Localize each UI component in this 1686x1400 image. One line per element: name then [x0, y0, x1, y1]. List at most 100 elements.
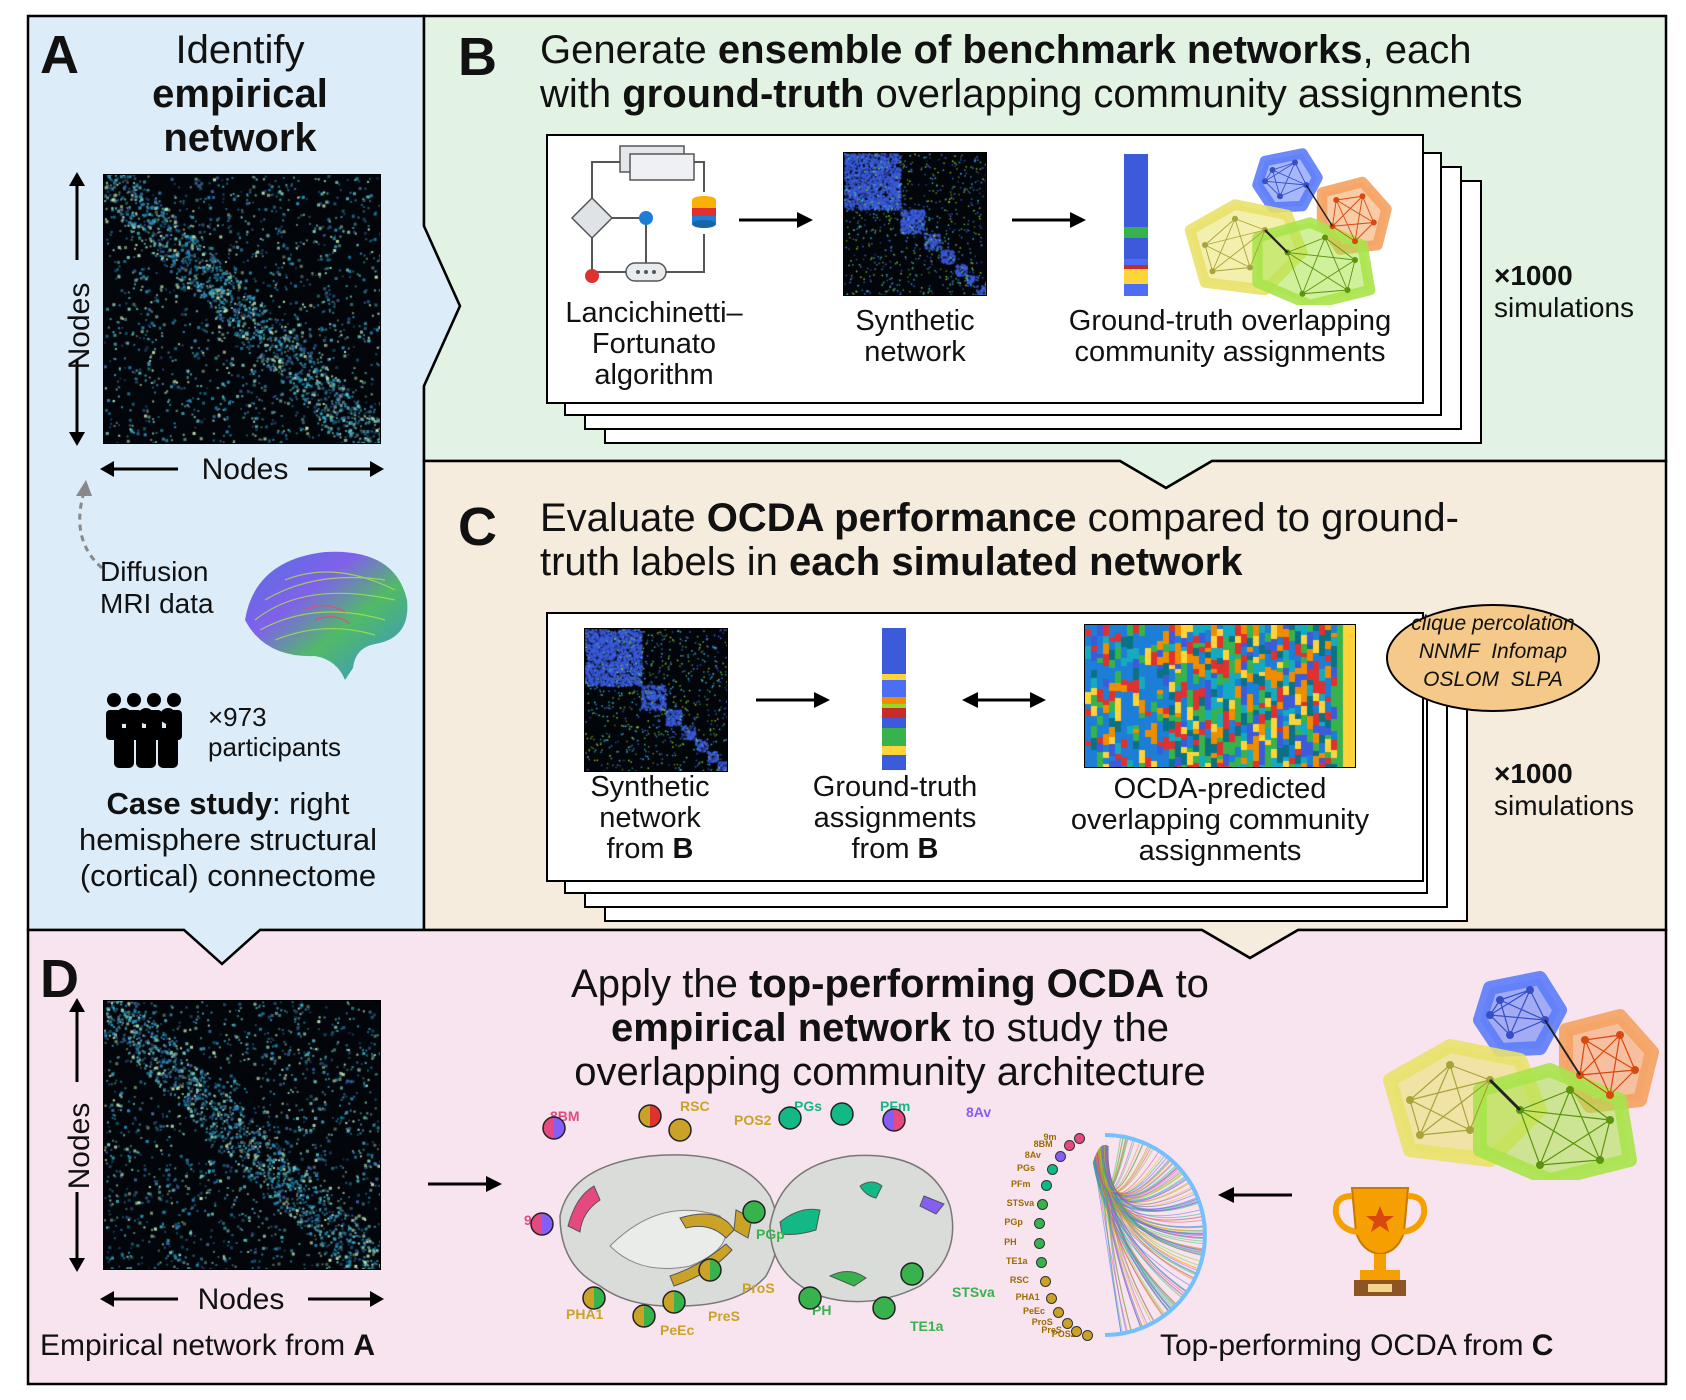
region-PeEc: PeEc	[660, 1322, 695, 1338]
ocda-prediction-matrix	[1084, 624, 1356, 768]
dashed-arrow-icon	[76, 480, 103, 570]
axis-x-arrow-d	[100, 1291, 384, 1307]
chord-diagram	[1092, 1133, 1207, 1337]
panel-d-title: Apply the top-performing OCDA to empiric…	[571, 962, 1209, 1094]
participants-text: ×973 participants	[208, 702, 341, 762]
trophy-icon	[1332, 1187, 1428, 1296]
synthetic-matrix-c	[584, 628, 728, 772]
empirical-matrix-a	[103, 174, 381, 444]
region-ProS: ProS	[742, 1280, 775, 1296]
panel-a-letter: A	[40, 25, 79, 85]
panel-b-letter: B	[458, 27, 497, 87]
region-8Av: 8Av	[966, 1104, 992, 1120]
synthetic-matrix-b	[843, 152, 987, 296]
region-PGp: PGp	[756, 1226, 785, 1242]
participants-count: ×973	[208, 702, 267, 732]
panel-a-title-line2: empirical	[152, 72, 328, 116]
axis-y-label-a: Nodes	[63, 282, 96, 370]
chord-label: PFm	[1010, 1179, 1031, 1190]
community-bar-b	[1124, 154, 1148, 296]
brain-tractography-icon	[245, 551, 408, 680]
chord-node-dot	[1081, 1329, 1093, 1341]
chord-node-dot	[1053, 1306, 1064, 1318]
axis-x-label-a: Nodes	[201, 453, 289, 486]
arrow-b2	[1012, 212, 1086, 228]
lf-caption: Lancichinetti– Fortunato algorithm	[565, 297, 743, 391]
chord-label: TE1a	[1006, 1256, 1028, 1267]
chord-label: 8BM	[1033, 1139, 1053, 1150]
chord-label: POS2	[1051, 1328, 1076, 1339]
case-study-line2: hemisphere structural	[78, 822, 378, 857]
region-POS2: POS2	[734, 1112, 772, 1128]
chord-label: ProS	[1031, 1316, 1053, 1327]
synthetic-matrix-b-canvas	[844, 153, 986, 295]
chord-node-dot	[1034, 1237, 1046, 1249]
chord-node-dot	[1047, 1164, 1059, 1176]
arrow-c1	[756, 692, 830, 708]
algo-clique-percolation: clique percolation	[1411, 612, 1575, 635]
simulations-c: ×1000 simulations	[1494, 758, 1635, 821]
panel-a-title-line1: Identify	[175, 28, 305, 72]
empirical-matrix-d-canvas	[104, 1001, 380, 1269]
axis-y-arrow-d	[69, 998, 85, 1272]
algo-oslom: OSLOM	[1423, 668, 1500, 691]
case-study-bold: Case study	[106, 786, 272, 821]
region-PGs: PGs	[794, 1098, 823, 1114]
axis-x-label-d: Nodes	[197, 1283, 285, 1316]
region-RSC: RSC	[680, 1098, 710, 1114]
panel-a-title-line3: network	[163, 116, 317, 160]
case-study-caption: Case study: right hemisphere structural …	[36, 786, 420, 894]
arrow-b1	[739, 212, 813, 228]
ground-truth-caption-c: Ground-truth assignments from B	[812, 771, 978, 865]
axis-y-arrow-a	[69, 172, 85, 446]
chord-label: STSva	[1006, 1197, 1035, 1208]
chord-node-dot	[1061, 1317, 1073, 1329]
arrow-d-right	[428, 1176, 502, 1192]
chord-node-dot	[1063, 1140, 1075, 1152]
panel-a-title: Identify empirical network	[110, 28, 370, 160]
panel-c-letter: C	[458, 497, 497, 557]
algorithms-oval: clique percolation NNMF Infomap OSLOM SL…	[1386, 604, 1600, 712]
community-network-icon-d	[1383, 971, 1659, 1180]
community-bar-c	[882, 628, 906, 770]
axis-x-arrow-a	[100, 461, 384, 477]
empirical-caption-d: Empirical network from A	[40, 1329, 376, 1362]
synthetic-caption-b: Synthetic network	[855, 305, 975, 368]
empirical-matrix-a-canvas	[104, 175, 380, 443]
chord-label: PGp	[1004, 1216, 1023, 1227]
region-PFm: PFm	[880, 1098, 911, 1114]
algo-infomap: Infomap	[1491, 640, 1568, 663]
synthetic-matrix-c-canvas	[585, 629, 727, 771]
algorithms-list: clique percolation NNMF Infomap OSLOM SL…	[1388, 610, 1598, 694]
panel-c-title: Evaluate OCDA performance compared to gr…	[540, 496, 1459, 584]
algo-slpa: SLPA	[1510, 668, 1563, 691]
simulations-b: ×1000 simulations	[1494, 260, 1635, 323]
top-ocda-caption-d: Top-performing OCDA from C	[1160, 1329, 1554, 1362]
ocda-caption-c: OCDA-predicted overlapping community ass…	[1070, 773, 1370, 867]
case-study-line3: (cortical) connectome	[79, 858, 377, 893]
diffusion-line2: MRI data	[100, 588, 214, 619]
region-PreS: PreS	[708, 1308, 740, 1324]
synthetic-caption-c: Synthetic network from B	[590, 771, 710, 865]
chord-label: RSC	[1009, 1274, 1029, 1285]
flowchart-icon	[570, 145, 716, 283]
region-STSva: STSva	[952, 1284, 995, 1300]
chord-node-dot	[1036, 1257, 1048, 1269]
arrow-d-left	[1218, 1187, 1292, 1203]
chord-label: PeEc	[1023, 1305, 1046, 1316]
panel-b-title: Generate ensemble of benchmark networks,…	[540, 28, 1523, 116]
chord-node-dot	[1045, 1292, 1057, 1304]
chord-label: PreS	[1041, 1324, 1062, 1335]
region-markers	[530, 1102, 924, 1328]
diffusion-label: Diffusion MRI data	[100, 556, 214, 620]
double-arrow-c	[962, 692, 1046, 708]
diffusion-line1: Diffusion	[100, 556, 209, 587]
chord-label: PGs	[1017, 1163, 1036, 1174]
chord-node-dot	[1054, 1150, 1066, 1162]
participants-icon	[106, 693, 182, 768]
region-PHA1: PHA1	[566, 1306, 604, 1322]
chord-node-dot	[1039, 1275, 1051, 1287]
chord-node-dot	[1071, 1325, 1083, 1337]
chord-label: PHA1	[1015, 1291, 1040, 1302]
ground-truth-caption-b: Ground-truth overlapping community assig…	[1068, 305, 1392, 368]
